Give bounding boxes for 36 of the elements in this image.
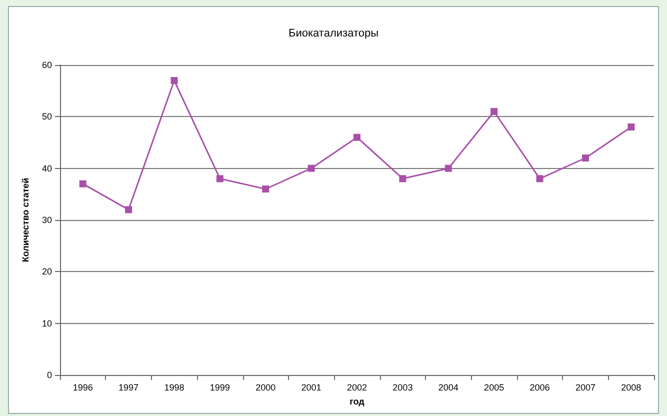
x-tick-label: 2004: [438, 382, 458, 392]
y-tick-label: 30: [42, 215, 52, 225]
x-tick-label: 1997: [118, 382, 139, 392]
point: [216, 175, 224, 182]
point: [582, 154, 589, 162]
x-tick-label: 2003: [392, 382, 413, 392]
point: [79, 180, 86, 188]
point: [399, 175, 406, 182]
chart-title: Биокатализаторы: [288, 28, 379, 40]
point: [262, 186, 270, 192]
y-tick-label: 60: [42, 60, 52, 70]
point: [536, 175, 544, 182]
point: [354, 134, 360, 141]
point: [628, 124, 635, 130]
x-tick-label: 1999: [210, 382, 230, 392]
x-tick-label: 2002: [346, 382, 368, 392]
y-tick-label: 20: [42, 266, 52, 277]
x-tick-label: 1998: [164, 382, 184, 392]
x-axis-title: год: [350, 396, 365, 406]
x-tick-label: 1996: [72, 382, 93, 392]
x-tick-label: 2005: [484, 382, 504, 392]
y-tick-label: 50: [42, 112, 52, 122]
x-tick-label: 2000: [256, 382, 276, 392]
x-tick-label: 2007: [575, 382, 596, 392]
point: [170, 77, 178, 84]
y-tick-label: 40: [42, 163, 52, 174]
y-tick-label: 10: [42, 318, 52, 328]
x-tick-label: 2001: [301, 382, 322, 392]
x-tick-label: 2006: [530, 382, 550, 392]
y-axis-title: Количество статей: [20, 178, 30, 262]
point: [444, 164, 452, 172]
x-tick-label: 2008: [621, 382, 642, 392]
point: [308, 164, 315, 172]
point: [490, 108, 498, 115]
point: [125, 206, 132, 214]
y-tick-label: 0: [46, 370, 52, 380]
